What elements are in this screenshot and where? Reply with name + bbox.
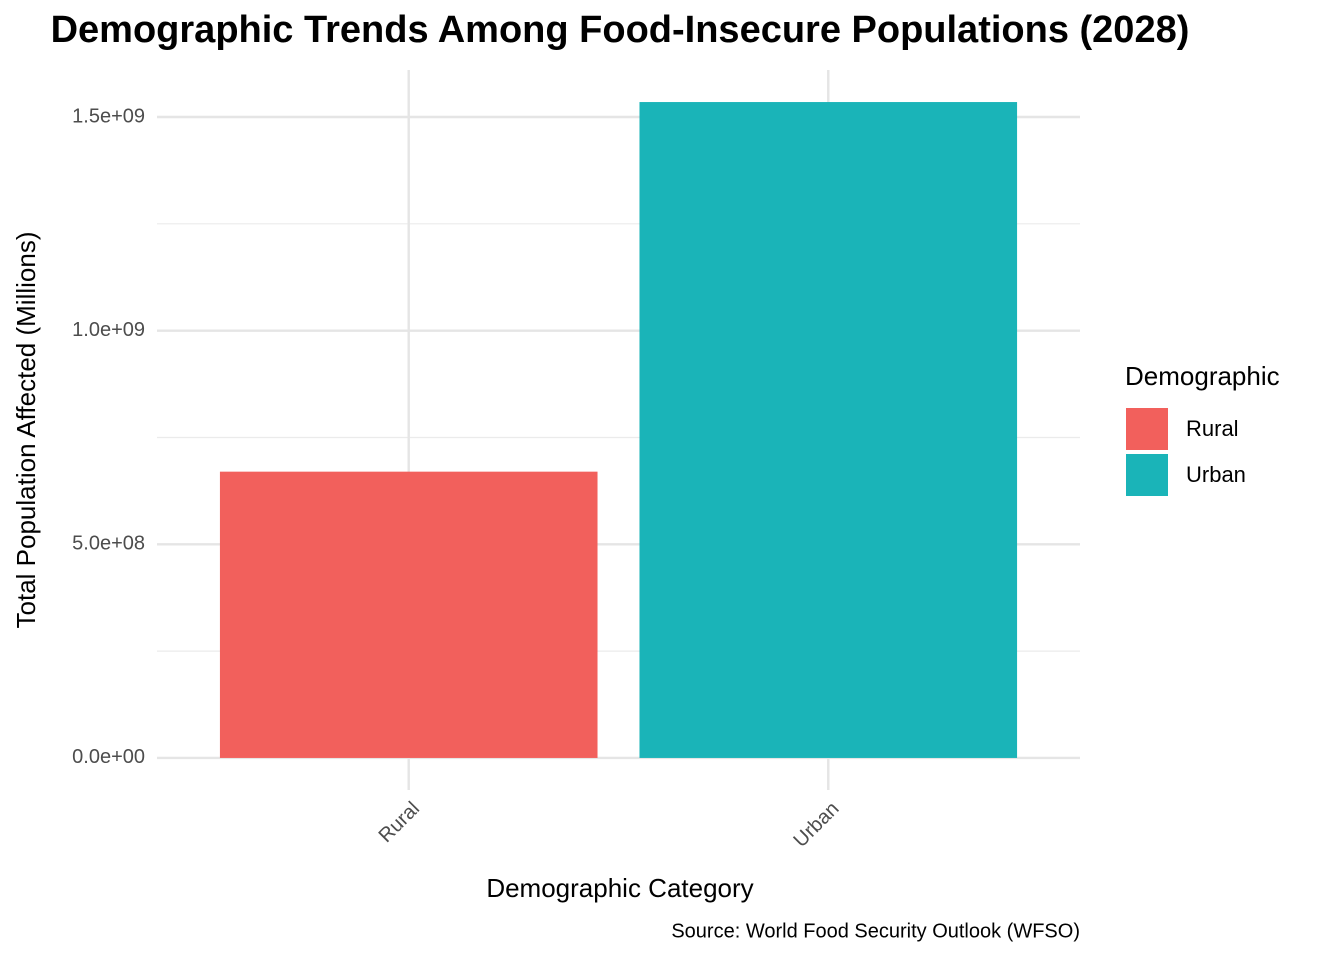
bar	[639, 102, 1018, 758]
legend-key	[1126, 454, 1168, 496]
y-tick-label: 1.5e+09	[72, 105, 145, 127]
x-tick-label: Rural	[375, 798, 424, 847]
chart-title: Demographic Trends Among Food-Insecure P…	[51, 9, 1190, 51]
y-tick-label: 0.0e+00	[72, 746, 145, 768]
legend: Demographic Rural Urban	[1125, 361, 1280, 496]
legend-key	[1126, 408, 1168, 450]
legend-label: Urban	[1186, 462, 1246, 487]
legend-label: Rural	[1186, 416, 1239, 441]
x-axis-title: Demographic Category	[486, 873, 753, 903]
y-axis-title: Total Population Affected (Millions)	[11, 232, 41, 629]
y-tick-label: 5.0e+08	[72, 533, 145, 555]
marks	[219, 102, 1018, 758]
y-tick-label: 1.0e+09	[72, 319, 145, 341]
caption: Source: World Food Security Outlook (WFS…	[671, 920, 1080, 942]
legend-title: Demographic	[1125, 361, 1280, 391]
x-tick-label: Urban	[789, 798, 843, 852]
bar	[219, 471, 598, 758]
